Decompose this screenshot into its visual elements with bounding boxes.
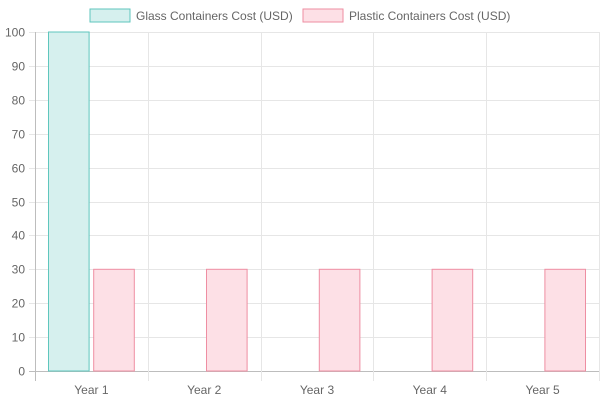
y-tick-label-40: 40 <box>12 229 26 243</box>
legend-item-glass[interactable]: Glass Containers Cost (USD) <box>89 8 293 23</box>
y-tick-label-30: 30 <box>12 263 26 277</box>
chart-bars <box>48 31 587 372</box>
bar-plastic-3[interactable] <box>318 268 361 372</box>
y-tick-label-80: 80 <box>12 94 26 108</box>
x-tick-label-3: Year 3 <box>300 383 335 397</box>
y-tick-label-0: 0 <box>18 365 25 379</box>
y-tick-label-70: 70 <box>12 128 26 142</box>
bar-glass-1[interactable] <box>48 31 90 372</box>
y-tick-label-10: 10 <box>12 331 26 345</box>
bar-plastic-5[interactable] <box>544 268 587 372</box>
legend-swatch-plastic <box>302 8 344 23</box>
y-tick-label-60: 60 <box>12 162 26 176</box>
chart-legend: Glass Containers Cost (USD) Plastic Cont… <box>89 8 510 23</box>
legend-swatch-glass <box>89 8 131 23</box>
bar-plastic-2[interactable] <box>206 268 248 372</box>
bar-plastic-1[interactable] <box>93 268 135 372</box>
y-tick-label-50: 50 <box>12 196 26 210</box>
legend-item-plastic[interactable]: Plastic Containers Cost (USD) <box>302 8 510 23</box>
bar-plastic-4[interactable] <box>431 268 474 372</box>
x-tick-label-1: Year 1 <box>74 383 109 397</box>
legend-label-glass: Glass Containers Cost (USD) <box>136 9 293 23</box>
y-axis-ticks: 0 10 20 30 40 50 60 70 80 90 100 <box>5 26 25 379</box>
x-tick-label-5: Year 5 <box>525 383 560 397</box>
x-axis-ticks: Year 1 Year 2 Year 3 Year 4 Year 5 <box>74 383 560 397</box>
x-tick-label-2: Year 2 <box>187 383 222 397</box>
y-tick-label-20: 20 <box>12 297 26 311</box>
y-tick-label-90: 90 <box>12 60 26 74</box>
y-tick-label-100: 100 <box>5 26 25 40</box>
x-tick-label-4: Year 4 <box>413 383 448 397</box>
chart-grid <box>29 32 600 381</box>
legend-label-plastic: Plastic Containers Cost (USD) <box>349 9 510 23</box>
